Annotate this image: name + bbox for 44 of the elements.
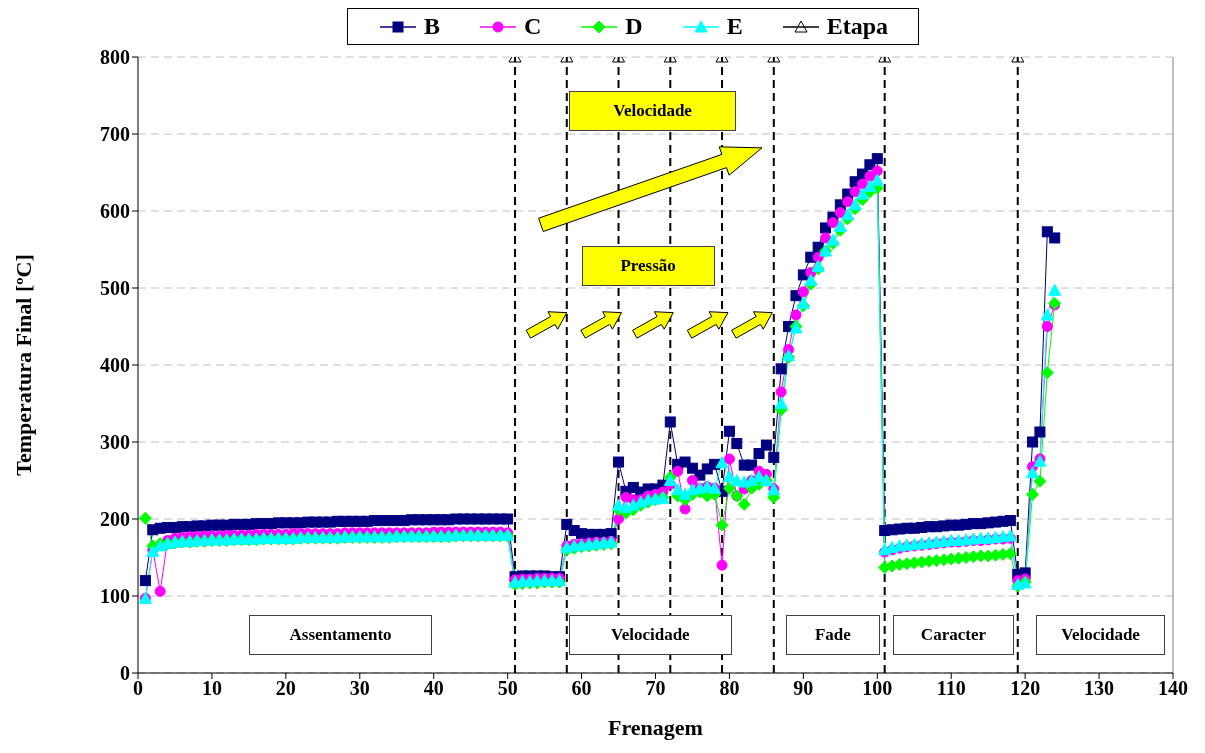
x-tick-label: 90 xyxy=(793,677,814,700)
annotation: Velocidade xyxy=(613,100,692,121)
x-tick-label: 20 xyxy=(275,677,296,700)
annotation: Caracter xyxy=(920,624,986,645)
x-tick-label: 120 xyxy=(1010,677,1041,700)
text-box: Assentamento xyxy=(248,614,433,655)
text-box: Velocidade xyxy=(1036,614,1165,655)
annotation: Pressão xyxy=(620,256,676,277)
text-box: Caracter xyxy=(893,614,1014,655)
x-tick-label: 110 xyxy=(936,677,966,700)
y-tick-label: 700 xyxy=(100,123,130,146)
x-tick-label: 80 xyxy=(719,677,740,700)
legend-label: C xyxy=(523,13,542,40)
legend-label: B xyxy=(423,13,440,40)
x-tick-label: 140 xyxy=(1158,677,1188,700)
y-tick-label: 200 xyxy=(100,508,130,531)
legend-label: D xyxy=(625,13,643,40)
text-box: Velocidade xyxy=(568,90,737,131)
y-tick-label: 0 xyxy=(120,662,130,685)
x-tick-label: 10 xyxy=(201,677,222,700)
legend-label: E xyxy=(726,13,743,40)
y-tick-label: 400 xyxy=(100,354,130,377)
x-tick-label: 70 xyxy=(645,677,666,700)
text-box: Velocidade xyxy=(569,614,732,655)
text-box: Pressão xyxy=(581,246,715,287)
y-tick-label: 100 xyxy=(100,585,130,608)
x-tick-label: 60 xyxy=(571,677,592,700)
y-tick-label: 300 xyxy=(100,431,130,454)
x-tick-label: 100 xyxy=(862,677,893,700)
y-axis-title: Temperatura Final [ºC] xyxy=(10,254,36,476)
x-tick-label: 50 xyxy=(497,677,518,700)
y-tick-label: 600 xyxy=(100,200,130,223)
annotation: Velocidade xyxy=(1061,624,1140,645)
annotation: Fade xyxy=(814,624,851,645)
x-tick-label: 130 xyxy=(1084,677,1115,700)
annotation: Assentamento xyxy=(289,624,392,645)
y-tick-label: 500 xyxy=(100,277,130,300)
legend-label: Etapa xyxy=(826,13,889,40)
y-tick-label: 800 xyxy=(100,46,130,69)
text-box: Fade xyxy=(785,614,881,655)
x-axis-title: Frenagem xyxy=(608,715,703,740)
annotation: Velocidade xyxy=(610,624,690,645)
x-tick-label: 40 xyxy=(423,677,444,700)
x-tick-label: 30 xyxy=(349,677,370,700)
